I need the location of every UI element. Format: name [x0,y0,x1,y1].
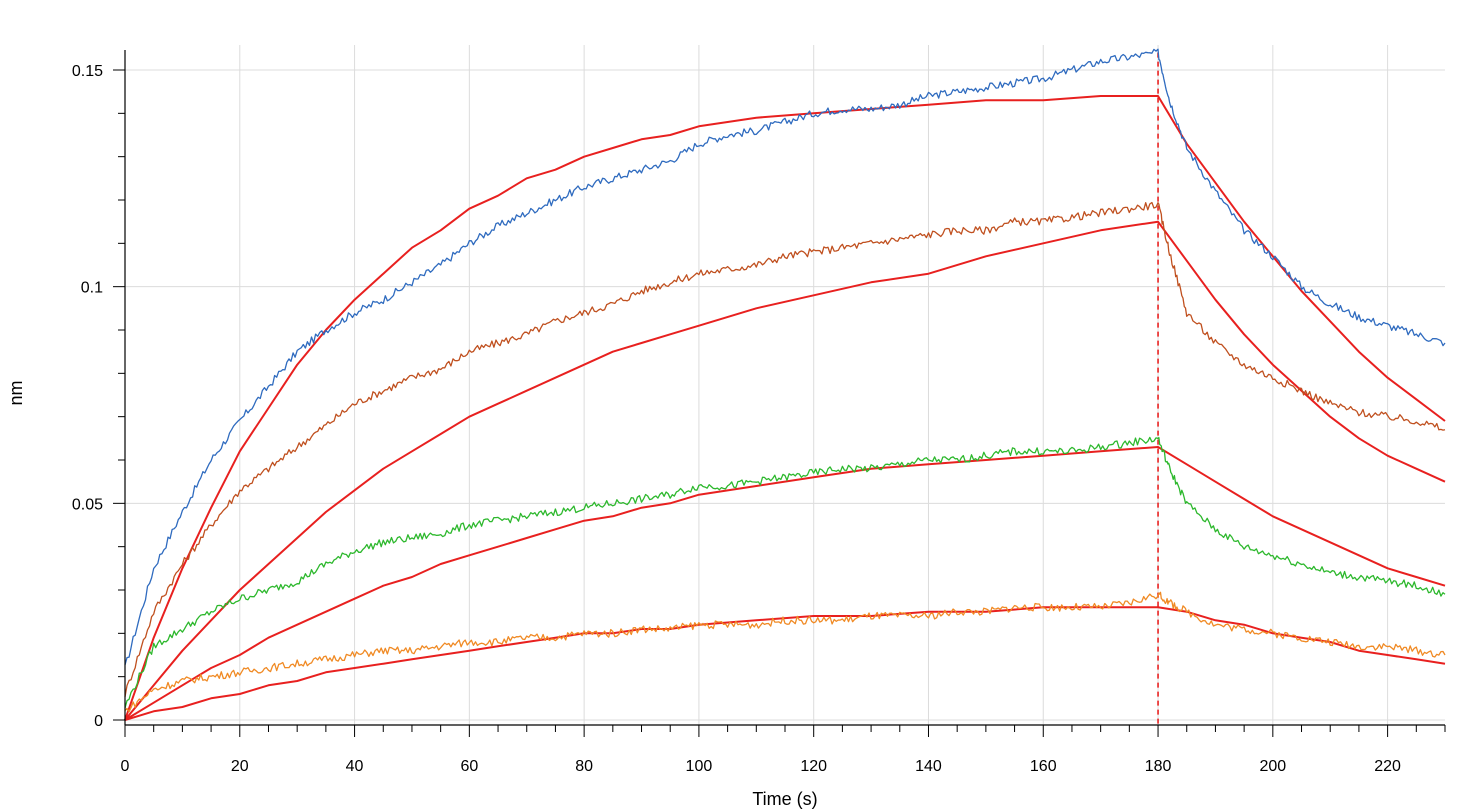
data-series-line [124,201,1446,698]
x-tick-label: 20 [231,758,249,775]
x-tick-label: 200 [1259,758,1286,775]
x-tick-label: 100 [686,758,713,775]
y-tick-label: 0.1 [81,280,103,297]
x-tick-label: 160 [1030,758,1057,775]
x-tick-label: 220 [1374,758,1401,775]
tick-labels: 0 20 40 60 80 100 120 140 160 180 200 220 0 0.05 0.1 0.… [72,63,1401,775]
y-tick-label: 0.15 [72,63,103,80]
data-series-line [124,591,1446,713]
x-tick-label: 60 [460,758,478,775]
fit-curve [124,220,1446,721]
data-series-line [124,48,1446,666]
x-tick-label: 120 [800,758,827,775]
fit-curve [124,606,1446,721]
x-tick-label: 40 [346,758,364,775]
x-tick-label: 0 [121,758,130,775]
fit-curve [124,446,1446,721]
data-series-line [124,436,1446,709]
data-series [124,48,1446,713]
grid-lines [125,45,1445,725]
x-tick-label: 180 [1145,758,1172,775]
y-tick-label: 0 [94,713,103,730]
x-tick-label: 80 [575,758,593,775]
x-axis-title: Time (s) [752,789,817,809]
x-tick-label: 140 [915,758,942,775]
axes [113,50,1446,737]
y-axis-title: nm [6,380,26,405]
y-tick-label: 0.05 [72,496,103,513]
